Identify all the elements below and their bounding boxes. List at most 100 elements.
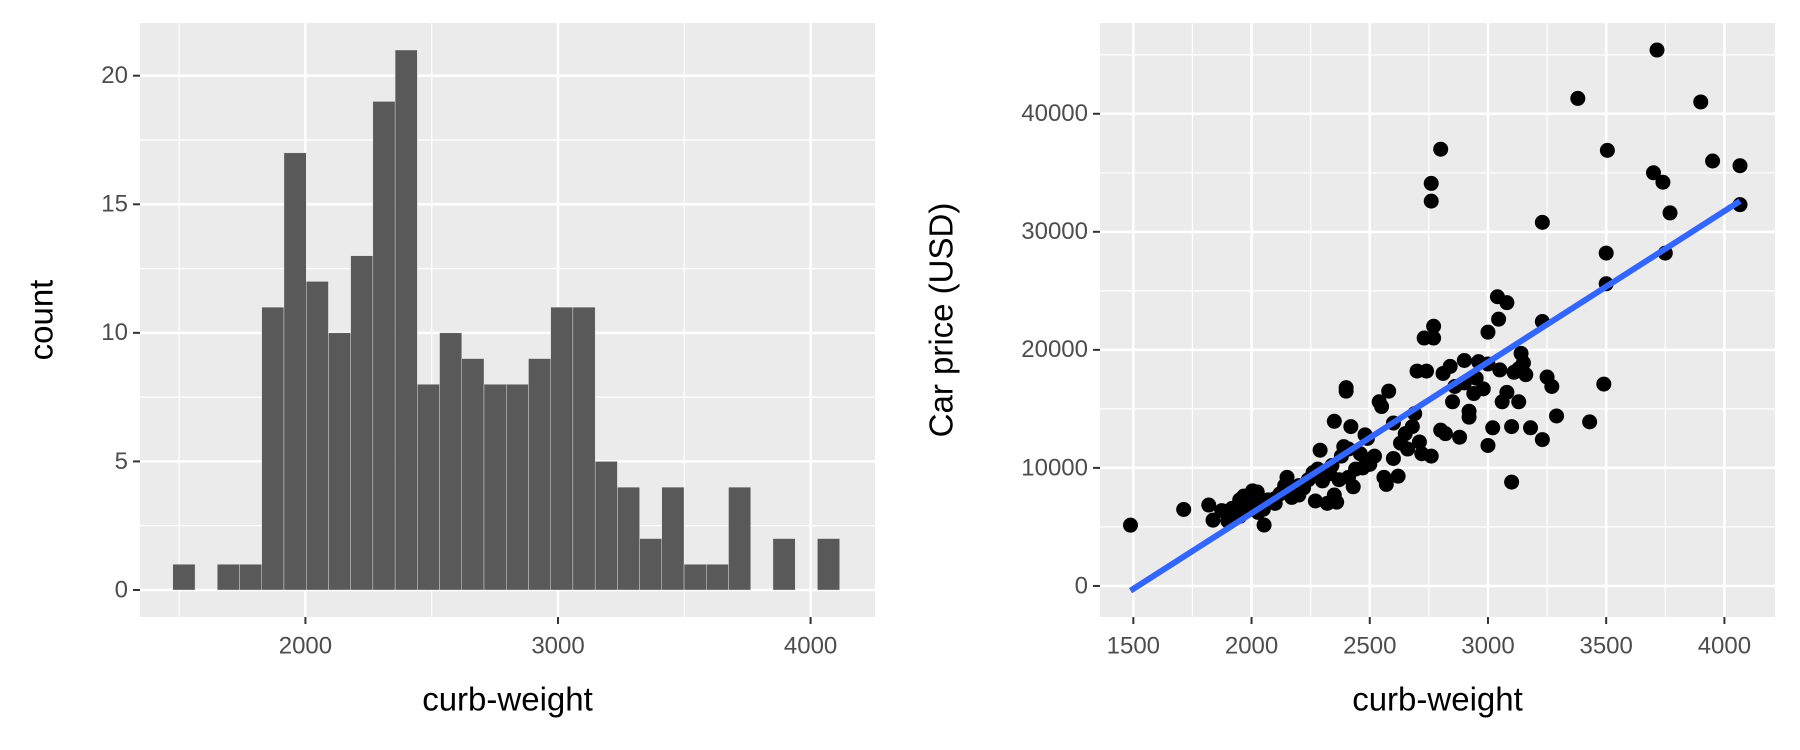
y-tick-label: 20 [101, 62, 128, 89]
data-point [1442, 358, 1458, 374]
histogram-bar [439, 332, 462, 591]
x-tick-label: 3000 [531, 632, 584, 659]
data-point [1499, 384, 1515, 400]
data-point [1176, 501, 1192, 517]
y-tick-label: 30000 [1021, 218, 1088, 245]
data-point [1511, 394, 1527, 410]
x-axis-title: curb-weight [1352, 681, 1523, 718]
data-point [1596, 376, 1612, 392]
histogram-bar [639, 538, 663, 591]
data-point [1433, 422, 1449, 438]
data-point [1419, 363, 1435, 379]
data-point [1649, 42, 1665, 58]
x-tick-label: 2000 [1225, 632, 1278, 659]
data-point [1423, 175, 1439, 191]
data-point [1492, 362, 1508, 378]
data-point [1426, 330, 1442, 346]
y-tick-label: 0 [1075, 572, 1088, 599]
data-point [1307, 493, 1323, 509]
data-point [1518, 367, 1534, 383]
data-point [1655, 174, 1671, 190]
data-point [1352, 446, 1368, 462]
data-point [1662, 205, 1678, 221]
histogram-bar [594, 461, 618, 591]
histogram-bar [506, 384, 529, 591]
data-point [1374, 399, 1390, 415]
x-axis-title: curb-weight [422, 681, 593, 718]
data-point [1693, 94, 1709, 110]
data-point [1515, 355, 1531, 371]
x-tick-label: 1500 [1107, 632, 1160, 659]
y-tick-label: 0 [115, 576, 128, 603]
y-tick-label: 15 [101, 191, 128, 218]
histogram-bar [283, 152, 307, 591]
data-point [1499, 295, 1515, 311]
histogram-bar [772, 538, 796, 591]
data-point [1355, 460, 1371, 476]
data-point [1291, 487, 1307, 503]
data-point [1504, 474, 1520, 490]
data-point [1256, 517, 1272, 533]
histogram-bar [483, 384, 507, 591]
histogram-bar [305, 281, 329, 591]
histogram-bar [661, 486, 685, 591]
data-point [1423, 448, 1439, 464]
data-point [1456, 352, 1472, 368]
histogram-bar [239, 564, 262, 591]
data-point [1475, 381, 1491, 397]
data-point [1411, 434, 1427, 450]
data-point [1426, 318, 1442, 334]
data-point [1378, 476, 1394, 492]
trend-line [1128, 198, 1742, 594]
data-point [1523, 420, 1539, 436]
data-point [1205, 512, 1221, 528]
histogram-bar [683, 564, 707, 591]
x-tick-label: 4000 [1698, 632, 1751, 659]
histogram-bar [394, 49, 418, 591]
data-point [1345, 479, 1361, 495]
histogram-bar [461, 358, 485, 591]
histogram-bar [417, 384, 440, 591]
histogram-bar [617, 486, 640, 591]
data-point [1312, 442, 1328, 458]
data-point [1326, 487, 1342, 503]
y-tick-label: 10 [101, 319, 128, 346]
data-point [1598, 245, 1614, 261]
data-point [1480, 437, 1496, 453]
y-tick-label: 40000 [1021, 100, 1088, 127]
data-point [1485, 420, 1501, 436]
data-point [1534, 214, 1550, 230]
data-point [1534, 432, 1550, 448]
x-tick-label: 4000 [784, 632, 837, 659]
data-point [1544, 378, 1560, 394]
data-point [1381, 383, 1397, 399]
y-axis-title: Car price (USD) [923, 203, 960, 438]
data-point [1326, 413, 1342, 429]
histogram-bar [261, 306, 285, 591]
histogram-bar [372, 101, 396, 591]
histogram-bar [328, 332, 351, 591]
y-axis-title: count [23, 280, 60, 361]
data-point [1461, 409, 1477, 425]
x-tick-label: 3500 [1579, 632, 1632, 659]
data-point [1645, 165, 1661, 181]
x-tick-label: 3000 [1461, 632, 1514, 659]
y-tick-label: 5 [115, 448, 128, 475]
histogram-bar [728, 486, 751, 591]
histogram-bar [528, 358, 551, 591]
histogram-bar [172, 564, 196, 591]
data-point [1385, 450, 1401, 466]
data-point [1343, 419, 1359, 435]
data-point [1506, 364, 1522, 380]
histogram-bar [572, 306, 596, 591]
x-tick-label: 2000 [279, 632, 332, 659]
histogram-bar [706, 564, 729, 591]
data-point [1423, 193, 1439, 209]
data-point [1582, 414, 1598, 430]
data-point [1366, 448, 1382, 464]
data-point [1331, 472, 1347, 488]
histogram-bar [817, 538, 840, 591]
data-point [1732, 158, 1748, 174]
y-tick-label: 10000 [1021, 454, 1088, 481]
data-point [1338, 383, 1354, 399]
